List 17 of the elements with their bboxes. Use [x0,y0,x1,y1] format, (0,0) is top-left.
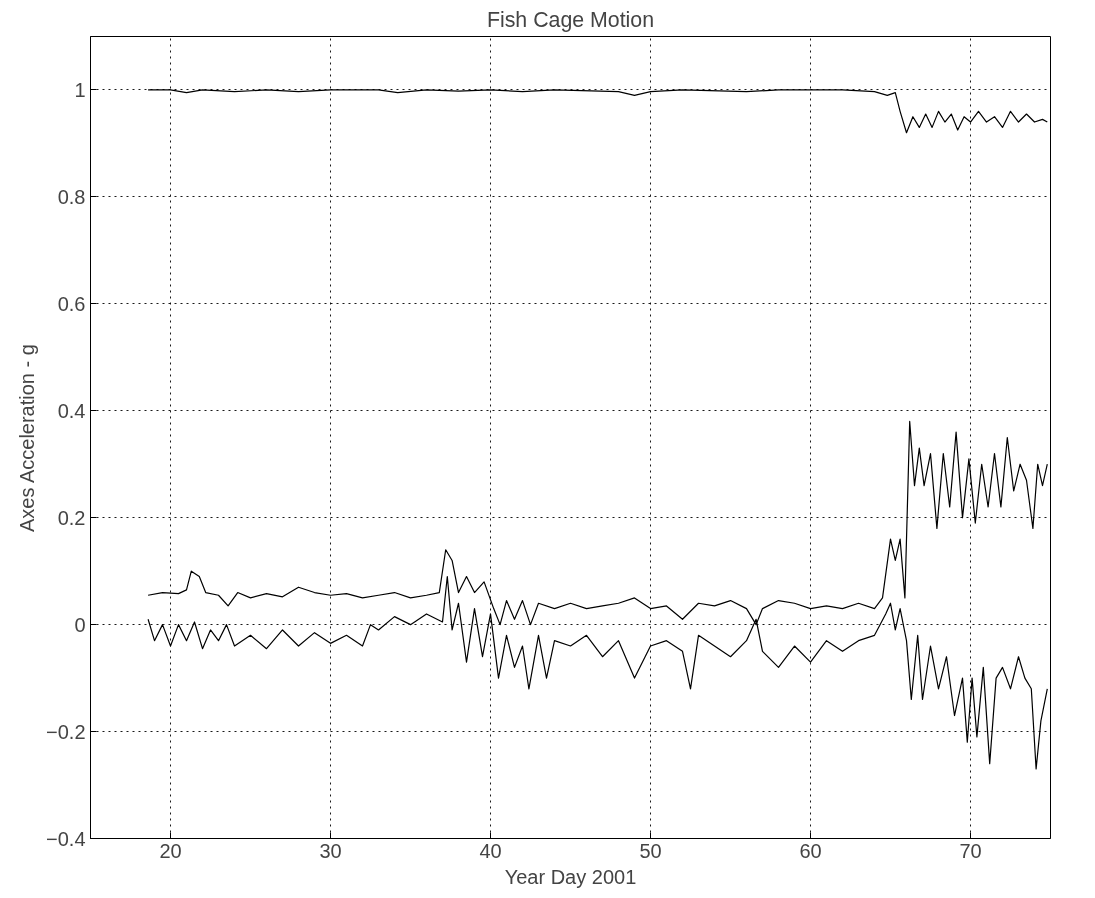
x-tick-label: 70 [959,839,982,862]
y-tick-label: 0.6 [57,292,86,315]
chart-title: Fish Cage Motion [486,7,655,32]
y-axis-title: Axes Acceleration - g [16,344,39,532]
x-axis-title: Year Day 2001 [504,865,637,888]
y-tick-label: −0.4 [46,827,86,850]
x-tick-label: 60 [799,839,822,862]
x-tick-label: 40 [479,839,502,862]
y-tick-label: 0.8 [57,185,86,208]
y-tick-label: −0.2 [46,720,86,743]
y-tick-label: 1 [74,78,86,101]
y-tick-label: 0.4 [57,399,86,422]
x-tick-label: 30 [319,839,342,862]
y-tick-label: 0 [74,613,86,636]
x-tick-label: 20 [159,839,182,862]
y-tick-label: 0.2 [57,506,86,529]
x-tick-label: 50 [639,839,662,862]
